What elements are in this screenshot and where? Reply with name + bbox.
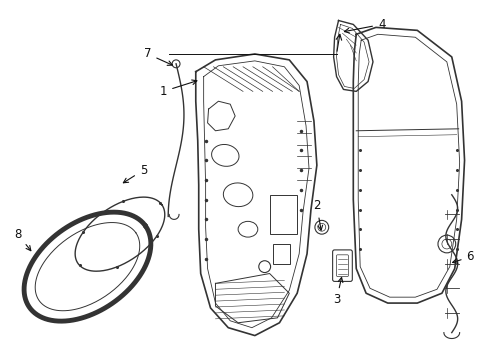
Text: 7: 7 (144, 48, 172, 65)
Text: 1: 1 (160, 80, 197, 98)
Text: 8: 8 (14, 228, 31, 251)
Text: 4: 4 (344, 18, 386, 33)
Text: 3: 3 (333, 278, 343, 306)
Text: 5: 5 (123, 164, 147, 183)
Text: 6: 6 (453, 250, 474, 263)
Text: 2: 2 (313, 199, 322, 230)
